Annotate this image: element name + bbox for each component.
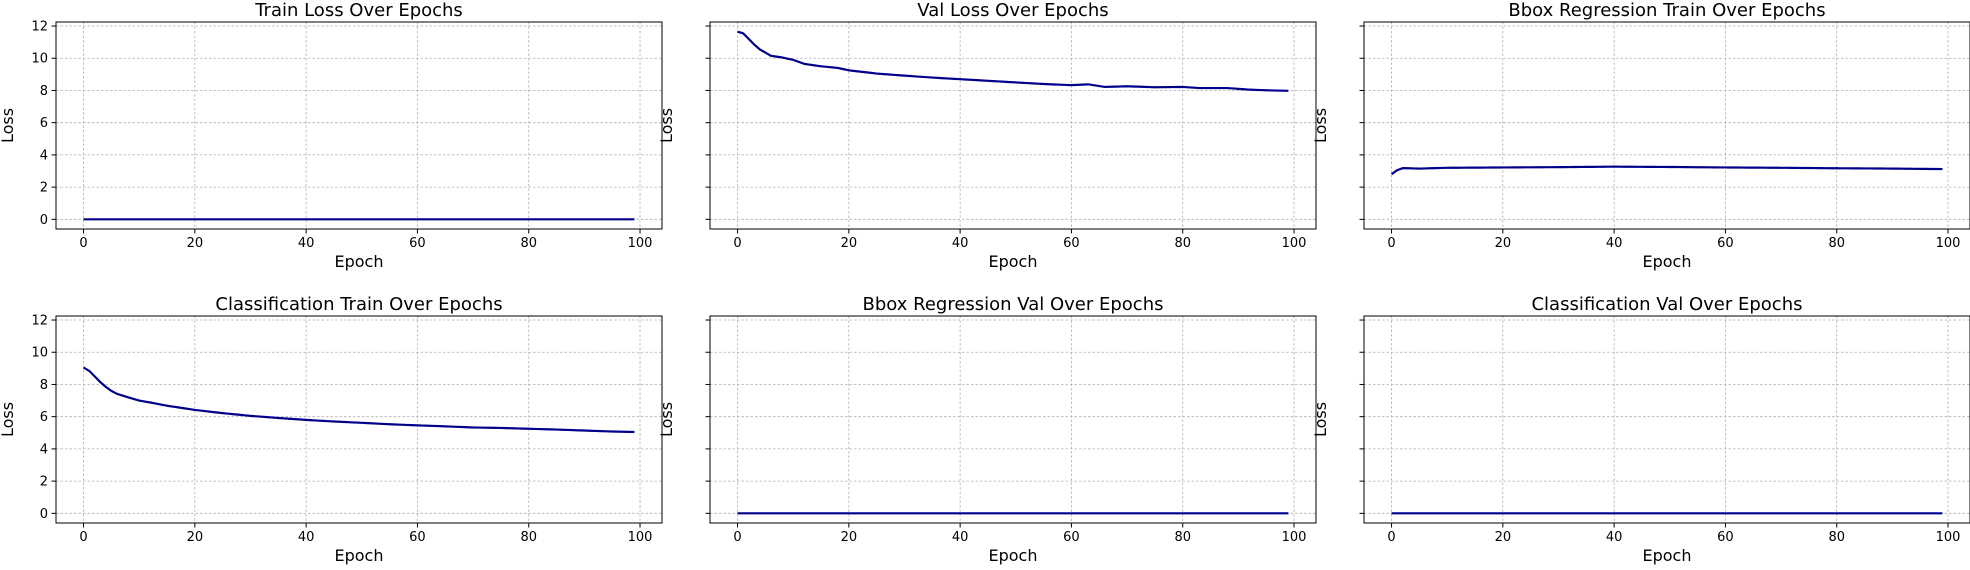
x-tick-label: 20	[1495, 236, 1512, 251]
y-axis-label: Loss	[1311, 108, 1330, 143]
subplot-title: Bbox Regression Train Over Epochs	[1508, 0, 1825, 21]
x-axis-label: Epoch	[1643, 546, 1692, 565]
x-tick-label: 20	[1495, 530, 1512, 545]
y-axis-label: Loss	[0, 108, 17, 143]
y-tick-label: 8	[40, 378, 48, 393]
y-tick-label: 6	[40, 410, 48, 425]
axes-frame	[1363, 21, 1970, 230]
x-tick-label: 100	[1282, 530, 1307, 545]
x-axis-label: Epoch	[989, 252, 1038, 271]
subplot-1: 0 20 40 60 80 100 0 2 4 6 8 10 12 Train Loss Over Epo…	[0, 0, 663, 271]
subplot-3: 0 20 40 60 80 100 Bbox Regression Train Over E…	[1311, 0, 1970, 271]
y-tick-label: 2	[40, 475, 48, 490]
axes-frame	[1363, 315, 1970, 524]
series-line	[737, 30, 1289, 92]
y-tick-label: 8	[40, 84, 48, 99]
x-tick-label: 0	[733, 530, 741, 545]
y-tick-label: 0	[40, 213, 48, 228]
x-tick-label: 40	[1606, 530, 1623, 545]
series-line	[1390, 165, 1943, 176]
subplot-2: 0 20 40 60 80 100 Val Loss Over Epochs Epoch Los…	[657, 0, 1317, 271]
subplot-4: 0 20 40 60 80 100 0 2 4 6 8 10 12 Classification Trai…	[0, 294, 663, 565]
x-tick-label: 40	[952, 530, 969, 545]
x-tick-label: 0	[79, 236, 87, 251]
subplot-title: Val Loss Over Epochs	[917, 0, 1108, 21]
x-tick-label: 0	[1387, 530, 1395, 545]
y-tick-label: 10	[31, 52, 48, 67]
x-tick-label: 60	[1063, 530, 1080, 545]
axes-frame	[709, 315, 1317, 524]
x-tick-label: 40	[1606, 236, 1623, 251]
x-axis-label: Epoch	[1643, 252, 1692, 271]
x-tick-label: 100	[628, 530, 653, 545]
x-tick-label: 60	[1717, 530, 1734, 545]
x-tick-label: 40	[298, 530, 315, 545]
subplot-5: 0 20 40 60 80 100 Bbox Regression Val Over Epo…	[657, 294, 1317, 565]
x-tick-label: 60	[409, 236, 426, 251]
subplot-title: Classification Val Over Epochs	[1531, 294, 1802, 315]
y-tick-label: 2	[40, 181, 48, 196]
x-tick-label: 100	[1282, 236, 1307, 251]
x-tick-label: 20	[187, 530, 204, 545]
y-tick-label: 6	[40, 116, 48, 131]
x-tick-label: 100	[1936, 530, 1961, 545]
x-tick-label: 60	[409, 530, 426, 545]
x-tick-label: 80	[520, 236, 537, 251]
x-tick-label: 60	[1717, 236, 1734, 251]
x-tick-label: 100	[1936, 236, 1961, 251]
y-tick-label: 0	[40, 507, 48, 522]
x-tick-label: 60	[1063, 236, 1080, 251]
x-tick-label: 20	[841, 236, 858, 251]
x-tick-label: 100	[628, 236, 653, 251]
x-tick-label: 20	[841, 530, 858, 545]
x-tick-label: 20	[187, 236, 204, 251]
subplot-6: 0 20 40 60 80 100 Classification Val Over Epoc…	[1311, 294, 1970, 565]
y-axis-label: Loss	[657, 108, 676, 143]
axes-frame	[55, 315, 663, 524]
x-axis-label: Epoch	[989, 546, 1038, 565]
x-axis-label: Epoch	[335, 252, 384, 271]
x-tick-label: 80	[520, 530, 537, 545]
x-tick-label: 0	[733, 236, 741, 251]
subplot-title: Bbox Regression Val Over Epochs	[863, 294, 1164, 315]
y-tick-label: 12	[31, 20, 48, 35]
y-tick-label: 10	[31, 346, 48, 361]
y-axis-label: Loss	[657, 402, 676, 437]
axes-frame	[709, 21, 1317, 230]
x-tick-label: 80	[1828, 530, 1845, 545]
subplot-title: Train Loss Over Epochs	[254, 0, 463, 21]
x-tick-label: 80	[1174, 530, 1191, 545]
y-tick-label: 12	[31, 314, 48, 329]
series-line	[82, 366, 635, 434]
y-axis-label: Loss	[0, 402, 17, 437]
x-tick-label: 80	[1828, 236, 1845, 251]
x-tick-label: 40	[952, 236, 969, 251]
x-axis-label: Epoch	[335, 546, 384, 565]
y-tick-label: 4	[40, 148, 48, 163]
x-tick-label: 0	[1387, 236, 1395, 251]
x-tick-label: 80	[1174, 236, 1191, 251]
y-axis-label: Loss	[1311, 402, 1330, 437]
x-tick-label: 40	[298, 236, 315, 251]
axes-frame	[55, 21, 663, 230]
subplot-title: Classification Train Over Epochs	[215, 294, 502, 315]
y-tick-label: 4	[40, 442, 48, 457]
x-tick-label: 0	[79, 530, 87, 545]
